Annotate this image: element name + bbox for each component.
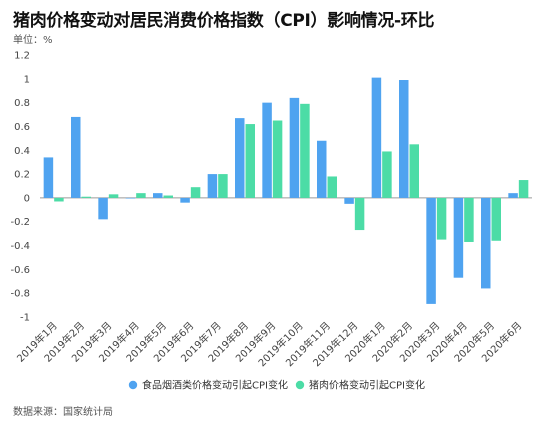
legend-label-series-2: 猪肉价格变动引起CPI变化 xyxy=(309,379,425,392)
bar-series-2 xyxy=(272,120,283,198)
legend-label-series-1: 食品烟酒类价格变动引起CPI变化 xyxy=(142,379,288,392)
bar-series-2 xyxy=(190,187,201,198)
bar-series-1 xyxy=(98,197,108,220)
y-tick-label: 0.8 xyxy=(14,98,30,109)
y-tick-label: -0.2 xyxy=(10,217,30,228)
bar-series-2 xyxy=(108,194,119,198)
bar-series-2 xyxy=(409,144,419,198)
bar-series-1 xyxy=(207,174,218,198)
bar-series-1 xyxy=(43,157,54,198)
bar-series-1 xyxy=(371,77,382,198)
bar-series-1 xyxy=(289,97,300,198)
x-axis: 2019年1月2019年2月2019年3月2019年4月2019年5月2019年… xyxy=(14,319,524,369)
bar-series-1 xyxy=(508,193,518,198)
y-tick-label: -1 xyxy=(20,313,30,324)
bar-series-2 xyxy=(245,124,255,198)
bar-series-1 xyxy=(481,197,491,289)
y-tick-label: 0 xyxy=(24,193,30,204)
bar-series-1 xyxy=(71,116,81,198)
bar-series-2 xyxy=(300,103,310,198)
bar-series-1 xyxy=(125,197,136,199)
y-tick-label: -0.8 xyxy=(10,289,30,300)
bar-series-1 xyxy=(399,80,409,198)
legend: 食品烟酒类价格变动引起CPI变化 猪肉价格变动引起CPI变化 xyxy=(128,379,425,392)
bar-series-1 xyxy=(235,118,245,198)
y-tick-label: 0.6 xyxy=(14,122,30,133)
bar-series-2 xyxy=(218,174,228,198)
y-tick-label: -0.6 xyxy=(10,265,30,276)
bar-series-2 xyxy=(491,197,501,241)
unit-label: 单位：% xyxy=(13,35,53,46)
y-tick-label: 1 xyxy=(24,74,30,85)
bar-series-2 xyxy=(436,197,447,240)
bar-series-1 xyxy=(317,140,327,198)
bar-series-1 xyxy=(262,102,272,198)
bar-series-2 xyxy=(382,151,392,198)
bar-series-2 xyxy=(163,195,173,198)
y-tick-label: 0.4 xyxy=(14,146,30,157)
bar-series-2 xyxy=(327,176,337,198)
bar-series-1 xyxy=(180,197,190,203)
data-source: 数据来源：国家统计局 xyxy=(13,407,113,418)
bar-series-1 xyxy=(426,197,436,304)
bar-series-2 xyxy=(518,180,529,198)
bar-series-1 xyxy=(344,197,354,204)
y-axis: -1 -0.8 -0.6 -0.4 -0.2 0 0.2 0.4 0.6 0.8 1 1.2 xyxy=(10,51,30,324)
bar-series-1 xyxy=(453,197,464,278)
bar-series-2 xyxy=(136,193,146,198)
bars-group xyxy=(43,77,529,304)
y-tick-label: 0.2 xyxy=(14,170,30,181)
legend-marker-series-1 xyxy=(128,380,138,390)
bar-series-2 xyxy=(354,197,365,231)
y-tick-label: 1.2 xyxy=(14,51,30,62)
y-tick-label: -0.4 xyxy=(10,241,30,252)
bar-series-2 xyxy=(464,197,474,242)
bar-series-1 xyxy=(153,193,163,198)
chart-title: 猪肉价格变动对居民消费价格指数（CPI）影响情况-环比 xyxy=(13,11,435,31)
bar-series-2 xyxy=(54,197,64,202)
legend-marker-series-2 xyxy=(295,380,305,390)
bar-series-2 xyxy=(81,196,91,198)
